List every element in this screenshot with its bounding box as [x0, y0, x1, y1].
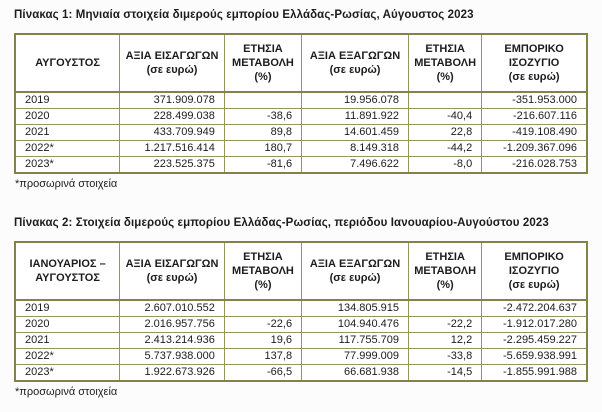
table1-header-imports-value: ΑΞΙΑ ΕΙΣΑΓΩΓΩΝ (σε ευρώ): [119, 33, 225, 93]
imports-value-cell: 223.525.375: [119, 156, 225, 174]
year-cell: 2023*: [14, 364, 121, 382]
imports-change-cell: 180,7: [223, 140, 303, 157]
exports-value-cell: 104.940.476: [301, 316, 410, 333]
table1-header-imports-annual-change: ΕΤΗΣΙΑ ΜΕΤΑΒΟΛΗ (%): [223, 33, 303, 93]
year-cell: 2019: [14, 299, 121, 317]
table-row: 2023* 223.525.375 -81,6 7.496.622 -8,0 -…: [14, 156, 588, 174]
table2-period-trade: ΙΑΝΟΥΑΡΙΟΣ – ΑΥΓΟΥΣΤΟΣ ΑΞΙΑ ΕΙΣΑΓΩΓΩΝ (σ…: [14, 241, 588, 382]
exports-change-cell: -8,0: [408, 156, 483, 174]
exports-value-cell: 66.681.938: [301, 364, 410, 382]
table-row: 2020 228.499.038 -38,6 11.891.922 -40,4 …: [14, 108, 588, 125]
table2-header-exports-annual-change: ΕΤΗΣΙΑ ΜΕΤΑΒΟΛΗ (%): [408, 241, 483, 301]
table-row: 2021 2.413.214.936 19,6 117.755.709 12,2…: [14, 332, 588, 349]
year-cell: 2020: [14, 316, 121, 333]
exports-change-cell: -33,8: [408, 348, 483, 365]
imports-change-cell: 89,8: [223, 124, 303, 141]
table2-section: Πίνακας 2: Στοιχεία διμερούς εμπορίου Ελ…: [14, 216, 588, 399]
imports-value-cell: 1.217.516.414: [119, 140, 225, 157]
exports-value-cell: 117.755.709: [301, 332, 410, 349]
year-cell: 2019: [14, 91, 121, 109]
trade-balance-cell: -1.209.367.096: [481, 140, 588, 157]
imports-change-cell: 19,6: [223, 332, 303, 349]
table2-header-trade-balance: ΕΜΠΟΡΙΚΟ ΙΣΟΖΥΓΙΟ (σε ευρώ): [481, 241, 588, 301]
table2-header-period: ΙΑΝΟΥΑΡΙΟΣ – ΑΥΓΟΥΣΤΟΣ: [14, 241, 121, 301]
exports-change-cell: -22,2: [408, 316, 483, 333]
year-cell: 2022*: [14, 140, 121, 157]
table1-header-period: ΑΥΓΟΥΣΤΟΣ: [14, 33, 121, 93]
imports-value-cell: 1.922.673.926: [119, 364, 225, 382]
trade-balance-cell: -2.295.459.227: [481, 332, 588, 349]
exports-value-cell: 11.891.922: [301, 108, 410, 125]
document-page: Πίνακας 1: Μηνιαία στοιχεία διμερούς εμπ…: [14, 8, 588, 399]
table2-title: Πίνακας 2: Στοιχεία διμερούς εμπορίου Ελ…: [14, 217, 549, 229]
exports-change-cell: -44,2: [408, 140, 483, 157]
table1-footnote: *προσωρινά στοιχεία: [15, 178, 118, 190]
imports-value-cell: 228.499.038: [119, 108, 225, 125]
table-row: 2023* 1.922.673.926 -66,5 66.681.938 -14…: [14, 364, 588, 382]
table2-footnote: *προσωρινά στοιχεία: [15, 386, 118, 398]
table-row: 2019 371.909.078 19.956.078 -351.953.000: [14, 91, 588, 109]
trade-balance-cell: -419.108.490: [481, 124, 588, 141]
imports-value-cell: 2.607.010.552: [119, 299, 225, 317]
imports-change-cell: [223, 299, 303, 317]
year-cell: 2021: [14, 124, 121, 141]
table1-header-row: ΑΥΓΟΥΣΤΟΣ ΑΞΙΑ ΕΙΣΑΓΩΓΩΝ (σε ευρώ) ΕΤΗΣΙ…: [14, 33, 588, 93]
exports-value-cell: 19.956.078: [301, 91, 410, 109]
trade-balance-cell: -351.953.000: [481, 91, 588, 109]
trade-balance-cell: -1.912.017.280: [481, 316, 588, 333]
exports-change-cell: [408, 299, 483, 317]
exports-value-cell: 8.149.318: [301, 140, 410, 157]
trade-balance-cell: -216.607.116: [481, 108, 588, 125]
imports-change-cell: -22,6: [223, 316, 303, 333]
exports-change-cell: [408, 91, 483, 109]
trade-balance-cell: -2.472.204.637: [481, 299, 588, 317]
table1-title: Πίνακας 1: Μηνιαία στοιχεία διμερούς εμπ…: [14, 9, 474, 21]
exports-change-cell: -40,4: [408, 108, 483, 125]
exports-value-cell: 7.496.622: [301, 156, 410, 174]
table1-header-exports-annual-change: ΕΤΗΣΙΑ ΜΕΤΑΒΟΛΗ (%): [408, 33, 483, 93]
trade-balance-cell: -1.855.991.988: [481, 364, 588, 382]
imports-value-cell: 2.016.957.756: [119, 316, 225, 333]
table-row: 2022* 5.737.938.000 137,8 77.999.009 -33…: [14, 348, 588, 365]
table1-section: Πίνακας 1: Μηνιαία στοιχεία διμερούς εμπ…: [14, 8, 588, 191]
imports-value-cell: 2.413.214.936: [119, 332, 225, 349]
year-cell: 2021: [14, 332, 121, 349]
table2-header-exports-value: ΑΞΙΑ ΕΞΑΓΩΓΩΝ (σε ευρώ): [301, 241, 410, 301]
imports-change-cell: -38,6: [223, 108, 303, 125]
year-cell: 2023*: [14, 156, 121, 174]
imports-value-cell: 371.909.078: [119, 91, 225, 109]
imports-value-cell: 5.737.938.000: [119, 348, 225, 365]
exports-value-cell: 77.999.009: [301, 348, 410, 365]
exports-value-cell: 14.601.459: [301, 124, 410, 141]
table-row: 2021 433.709.949 89,8 14.601.459 22,8 -4…: [14, 124, 588, 141]
exports-value-cell: 134.805.915: [301, 299, 410, 317]
table1-monthly-trade: ΑΥΓΟΥΣΤΟΣ ΑΞΙΑ ΕΙΣΑΓΩΓΩΝ (σε ευρώ) ΕΤΗΣΙ…: [14, 33, 588, 174]
trade-balance-cell: -5.659.938.991: [481, 348, 588, 365]
table-row: 2019 2.607.010.552 134.805.915 -2.472.20…: [14, 299, 588, 317]
table1-header-exports-value: ΑΞΙΑ ΕΞΑΓΩΓΩΝ (σε ευρώ): [301, 33, 410, 93]
table2-header-row: ΙΑΝΟΥΑΡΙΟΣ – ΑΥΓΟΥΣΤΟΣ ΑΞΙΑ ΕΙΣΑΓΩΓΩΝ (σ…: [14, 241, 588, 301]
table2-header-imports-value: ΑΞΙΑ ΕΙΣΑΓΩΓΩΝ (σε ευρώ): [119, 241, 225, 301]
table-row: 2022* 1.217.516.414 180,7 8.149.318 -44,…: [14, 140, 588, 157]
imports-change-cell: [223, 91, 303, 109]
table2-header-imports-annual-change: ΕΤΗΣΙΑ ΜΕΤΑΒΟΛΗ (%): [223, 241, 303, 301]
trade-balance-cell: -216.028.753: [481, 156, 588, 174]
imports-change-cell: -81,6: [223, 156, 303, 174]
imports-value-cell: 433.709.949: [119, 124, 225, 141]
imports-change-cell: -66,5: [223, 364, 303, 382]
year-cell: 2020: [14, 108, 121, 125]
table1-header-trade-balance: ΕΜΠΟΡΙΚΟ ΙΣΟΖΥΓΙΟ (σε ευρώ): [481, 33, 588, 93]
table-row: 2020 2.016.957.756 -22,6 104.940.476 -22…: [14, 316, 588, 333]
exports-change-cell: -14,5: [408, 364, 483, 382]
year-cell: 2022*: [14, 348, 121, 365]
exports-change-cell: 12,2: [408, 332, 483, 349]
exports-change-cell: 22,8: [408, 124, 483, 141]
imports-change-cell: 137,8: [223, 348, 303, 365]
